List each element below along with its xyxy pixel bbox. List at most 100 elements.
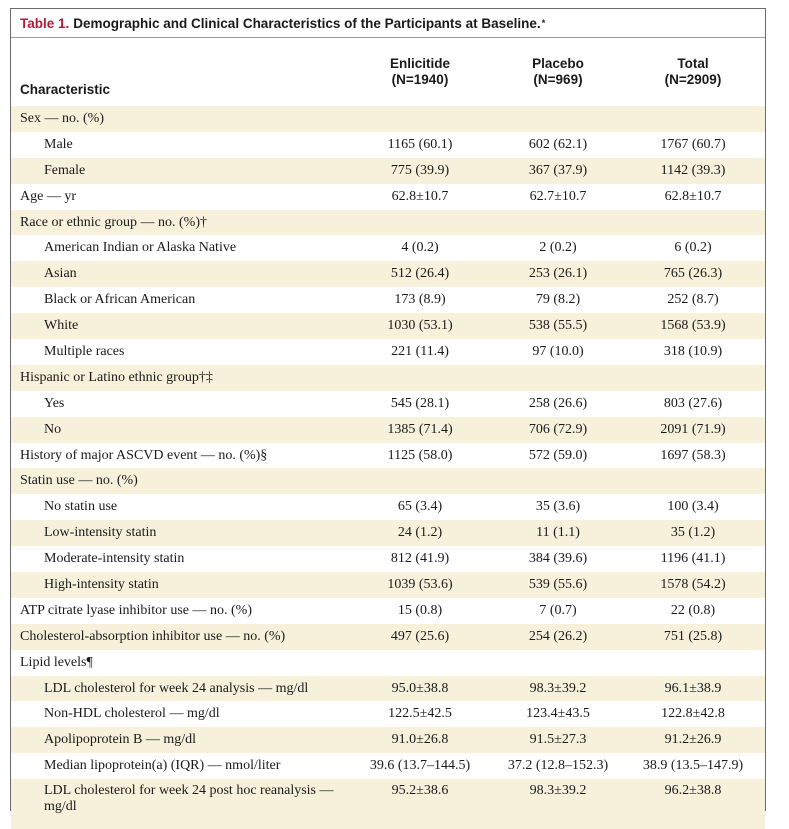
enlicitide-value xyxy=(345,468,495,495)
placebo-value: 35 (3.6) xyxy=(535,499,581,515)
total-value: 2091 (71.9) xyxy=(621,416,765,443)
table-row: Statin use — no. (%) xyxy=(11,468,765,495)
placebo-value xyxy=(495,468,621,495)
row-label: Median lipoprotein(a) (IQR) — nmol/liter xyxy=(44,758,281,774)
total-value: 1142 (39.3) xyxy=(621,157,765,184)
total-value xyxy=(621,364,765,391)
total-value: 1568 (53.9) xyxy=(621,313,765,340)
row-label: Lipid levels¶ xyxy=(20,654,93,670)
total-value: 96.1±38.9 xyxy=(621,675,765,702)
table-row: Non-HDL cholesterol — mg/dl 122.5±42.5 123… xyxy=(11,701,765,727)
table-row: Multiple races 221 (11.4) 97 (10.0) 318 (10… xyxy=(11,339,765,365)
row-label: American Indian or Alaska Native xyxy=(44,240,237,256)
enlicitide-value: 512 (26.4) xyxy=(345,261,495,288)
enlicitide-value: 497 (25.6) xyxy=(345,623,495,650)
table-row: Cholesterol-absorption inhibitor use — n… xyxy=(11,623,765,650)
table-row: Apolipoprotein B — mg/dl 91.0±26.8 91.5±27… xyxy=(11,727,765,754)
placebo-value: 706 (72.9) xyxy=(495,416,621,443)
enlicitide-value: 1165 (60.1) xyxy=(387,136,453,152)
total-value: 1697 (58.3) xyxy=(660,447,726,463)
enlicitide-value xyxy=(345,106,495,132)
column-header-placebo: Placebo (N=969) xyxy=(495,38,621,106)
total-value: 96.2±38.8 xyxy=(621,779,765,829)
enlicitide-value: 221 (11.4) xyxy=(391,343,449,359)
enlicitide-value: 122.5±42.5 xyxy=(388,706,452,722)
placebo-value: 62.7±10.7 xyxy=(529,188,587,204)
enlicitide-value: 775 (39.9) xyxy=(345,157,495,184)
total-value xyxy=(621,468,765,495)
table-row: Yes 545 (28.1) 258 (26.6) 803 (27.6) xyxy=(11,391,765,417)
placebo-value: 79 (8.2) xyxy=(535,292,581,308)
row-label: No xyxy=(11,416,345,443)
table-row: Sex — no. (%) xyxy=(11,106,765,132)
enlicitide-value: 1385 (71.4) xyxy=(345,416,495,443)
row-label: Hispanic or Latino ethnic group†‡ xyxy=(11,364,345,391)
enlicitide-value: 39.6 (13.7–144.5) xyxy=(369,758,471,774)
placebo-value: 254 (26.2) xyxy=(495,623,621,650)
table-number: Table 1. xyxy=(20,15,70,31)
table-title: Demographic and Clinical Characteristics… xyxy=(73,15,541,31)
placebo-value xyxy=(495,364,621,391)
placebo-value xyxy=(495,106,621,132)
column-header-count: (N=969) xyxy=(533,72,583,87)
table-row: Lipid levels¶ xyxy=(11,650,765,676)
table-row: Race or ethnic group — no. (%)† xyxy=(11,209,765,236)
total-value: 35 (1.2) xyxy=(621,520,765,547)
enlicitide-value: 91.0±26.8 xyxy=(345,727,495,754)
placebo-value: 602 (62.1) xyxy=(528,136,588,152)
table-caption: Table 1. Demographic and Clinical Charac… xyxy=(11,9,765,38)
enlicitide-value xyxy=(345,650,495,676)
placebo-value: 538 (55.5) xyxy=(495,313,621,340)
row-label: Cholesterol-absorption inhibitor use — n… xyxy=(11,623,345,650)
table-row: American Indian or Alaska Native 4 (0.2) 2… xyxy=(11,235,765,261)
placebo-value: 123.4±43.5 xyxy=(526,706,590,722)
table-row: ATP citrate lyase inhibitor use — no. (%… xyxy=(11,598,765,624)
total-value: 91.2±26.9 xyxy=(621,727,765,754)
placebo-value: 37.2 (12.8–152.3) xyxy=(507,758,609,774)
enlicitide-value: 173 (8.9) xyxy=(394,292,446,308)
placebo-value: 258 (26.6) xyxy=(528,395,588,411)
row-label: Age — yr xyxy=(20,188,76,204)
table-row: No 1385 (71.4) 706 (72.9) 2091 (71.9) xyxy=(11,416,765,443)
row-label: Moderate-intensity statin xyxy=(44,551,185,567)
enlicitide-value: 1125 (58.0) xyxy=(387,447,453,463)
column-header-total: Total (N=2909) xyxy=(621,38,765,106)
total-value: 38.9 (13.5–147.9) xyxy=(642,758,744,774)
table-row: Age — yr 62.8±10.7 62.7±10.7 62.8±10.7 xyxy=(11,184,765,210)
total-value xyxy=(621,650,765,676)
enlicitide-value xyxy=(345,209,495,236)
column-header-count: (N=2909) xyxy=(664,72,722,87)
table-row: White 1030 (53.1) 538 (55.5) 1568 (53.9) xyxy=(11,313,765,340)
total-value: 751 (25.8) xyxy=(621,623,765,650)
total-value: 765 (26.3) xyxy=(621,261,765,288)
table-row: History of major ASCVD event — no. (%)§ 1… xyxy=(11,443,765,469)
enlicitide-value: 65 (3.4) xyxy=(397,499,443,515)
placebo-value: 11 (1.1) xyxy=(495,520,621,547)
total-value: 22 (0.8) xyxy=(670,602,716,618)
total-value: 100 (3.4) xyxy=(667,499,719,515)
row-label: Apolipoprotein B — mg/dl xyxy=(11,727,345,754)
table-frame: Table 1. Demographic and Clinical Charac… xyxy=(10,8,766,829)
row-label: Asian xyxy=(11,261,345,288)
placebo-value: 98.3±39.2 xyxy=(495,675,621,702)
placebo-value: 384 (39.6) xyxy=(528,551,588,567)
table-title-footnote-mark: * xyxy=(541,18,546,28)
row-label: LDL cholesterol for week 24 analysis — m… xyxy=(11,675,345,702)
table-row: Median lipoprotein(a) (IQR) — nmol/liter… xyxy=(11,753,765,779)
total-value: 252 (8.7) xyxy=(667,292,719,308)
table-row: No statin use 65 (3.4) 35 (3.6) 100 (3.4) xyxy=(11,494,765,520)
total-value: 1767 (60.7) xyxy=(660,136,726,152)
column-header-label: Total xyxy=(677,56,709,71)
table-row: Black or African American 173 (8.9) 79 (8.… xyxy=(11,287,765,313)
characteristics-table: Characteristic Enlicitide (N=1940) Place… xyxy=(11,38,765,829)
total-value: 1578 (54.2) xyxy=(621,572,765,598)
table-row: High-intensity statin 1039 (53.6) 539 (55.… xyxy=(11,572,765,598)
placebo-value: 91.5±27.3 xyxy=(495,727,621,754)
row-label: Non-HDL cholesterol — mg/dl xyxy=(44,706,220,722)
row-label: Female xyxy=(11,157,345,184)
total-value xyxy=(621,209,765,236)
row-label: Statin use — no. (%) xyxy=(11,468,345,495)
column-header-count: (N=1940) xyxy=(391,72,449,87)
total-value: 803 (27.6) xyxy=(663,395,723,411)
enlicitide-value: 95.2±38.6 xyxy=(345,779,495,829)
